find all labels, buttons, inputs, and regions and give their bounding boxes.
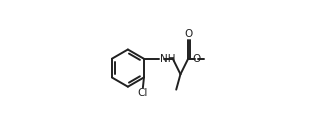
- Text: O: O: [185, 29, 193, 39]
- Text: NH: NH: [160, 54, 175, 64]
- Text: Cl: Cl: [137, 88, 148, 98]
- Text: O: O: [192, 54, 200, 64]
